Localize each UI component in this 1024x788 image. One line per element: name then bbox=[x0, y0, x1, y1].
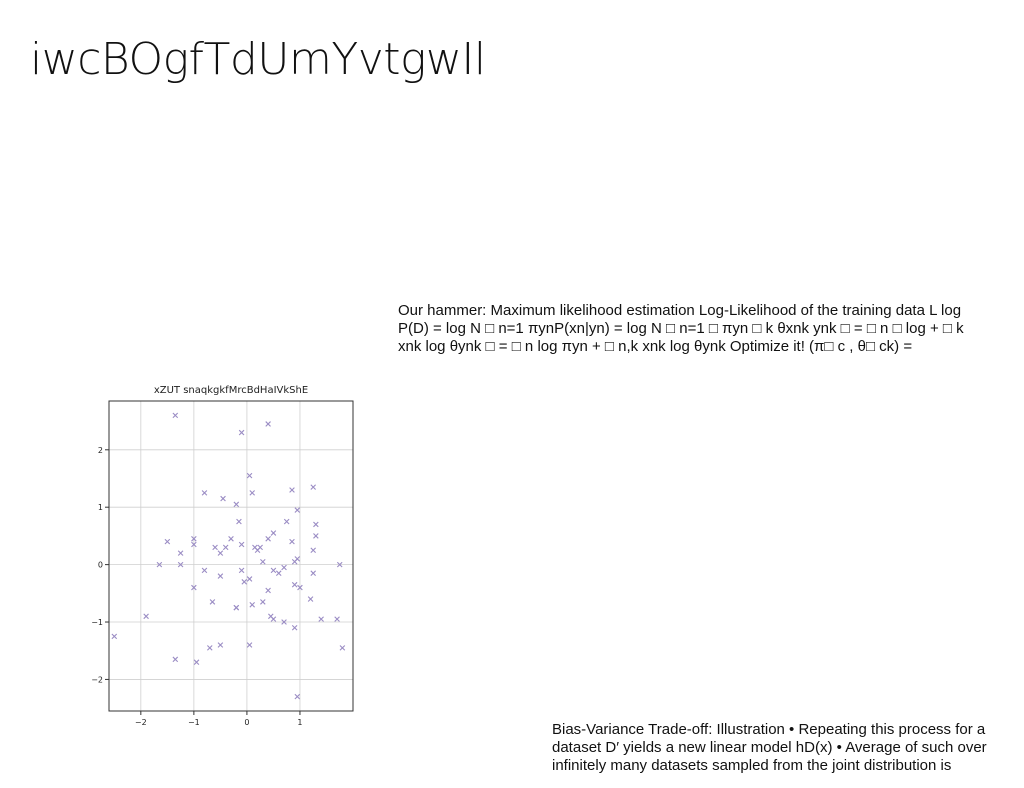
data-point bbox=[222, 544, 229, 551]
data-point bbox=[310, 570, 317, 577]
data-point bbox=[260, 558, 266, 565]
bias-variance-text: Bias-Variance Trade-off: Illustration • … bbox=[552, 721, 987, 774]
axis-ticks: −2 −1 0 1 −2 −1 0 1 2 bbox=[91, 446, 302, 727]
data-point bbox=[281, 619, 287, 625]
data-point bbox=[270, 567, 277, 574]
data-point bbox=[246, 576, 253, 582]
data-point bbox=[191, 535, 197, 542]
data-point bbox=[291, 624, 298, 631]
data-point bbox=[209, 599, 216, 605]
data-point bbox=[217, 642, 224, 648]
data-point bbox=[297, 584, 303, 591]
data-point bbox=[201, 567, 208, 574]
y-tick-label: −1 bbox=[91, 618, 103, 627]
data-points bbox=[111, 412, 346, 700]
data-point bbox=[313, 521, 319, 528]
data-point bbox=[201, 490, 208, 496]
x-tick-label: −1 bbox=[188, 718, 200, 727]
data-point bbox=[307, 596, 314, 602]
y-tick-label: −2 bbox=[91, 675, 103, 684]
data-point bbox=[217, 550, 224, 556]
scatter-plot: xZUT snaqkgkfMrcBdHaIVkShE −2 −1 0 1 −2 −1 0 1 2 bbox=[80, 378, 370, 734]
data-point bbox=[238, 541, 245, 548]
data-point bbox=[233, 604, 240, 611]
data-point bbox=[339, 645, 346, 651]
x-tick-label: 0 bbox=[244, 718, 249, 727]
data-point bbox=[294, 693, 301, 700]
data-point bbox=[291, 558, 298, 565]
data-point bbox=[275, 570, 282, 577]
data-point bbox=[249, 602, 256, 608]
likelihood-text: Our hammer: Maximum likelihood estimatio… bbox=[398, 302, 964, 355]
y-tick-label: 0 bbox=[98, 561, 103, 570]
scatter-plot-svg: xZUT snaqkgkfMrcBdHaIVkShE −2 −1 0 1 −2 −1 0 1 2 bbox=[91, 385, 354, 727]
data-point bbox=[289, 538, 295, 545]
data-point bbox=[241, 579, 248, 585]
y-tick-label: 1 bbox=[98, 503, 103, 512]
data-point bbox=[212, 544, 218, 551]
data-point bbox=[260, 599, 266, 605]
data-point bbox=[228, 535, 234, 542]
x-tick-label: −2 bbox=[135, 718, 147, 727]
data-point bbox=[270, 530, 277, 536]
data-point bbox=[191, 584, 197, 591]
chart-title: xZUT snaqkgkfMrcBdHaIVkShE bbox=[154, 385, 308, 396]
data-point bbox=[257, 544, 263, 551]
data-point bbox=[336, 561, 343, 568]
data-point bbox=[265, 535, 271, 542]
data-point bbox=[220, 495, 226, 502]
data-point bbox=[236, 518, 242, 525]
data-point bbox=[283, 518, 290, 525]
data-point bbox=[313, 533, 319, 539]
data-point bbox=[238, 567, 245, 574]
data-point bbox=[318, 616, 324, 622]
data-point bbox=[172, 656, 179, 663]
data-point bbox=[265, 421, 271, 427]
data-point bbox=[206, 645, 213, 651]
data-point bbox=[177, 561, 184, 568]
data-point bbox=[156, 561, 163, 568]
data-point bbox=[246, 642, 253, 648]
data-point bbox=[217, 573, 224, 579]
plot-frame bbox=[108, 400, 354, 712]
data-point bbox=[193, 659, 200, 665]
data-point bbox=[111, 633, 118, 640]
data-point bbox=[294, 507, 301, 513]
data-point bbox=[164, 538, 171, 545]
data-point bbox=[238, 429, 245, 436]
data-point bbox=[246, 472, 253, 479]
data-point bbox=[177, 550, 184, 556]
grid-lines bbox=[109, 401, 353, 711]
data-point bbox=[233, 501, 240, 508]
data-point bbox=[289, 487, 295, 493]
data-point bbox=[310, 484, 317, 490]
slide-title: iwcBOgfTdUmYvtgwIl bbox=[30, 34, 486, 85]
data-point bbox=[191, 541, 197, 548]
data-point bbox=[310, 547, 317, 554]
data-point bbox=[249, 490, 256, 496]
data-point bbox=[291, 581, 298, 588]
data-point bbox=[270, 616, 277, 622]
data-point bbox=[265, 587, 271, 594]
data-point bbox=[172, 412, 179, 419]
y-tick-label: 2 bbox=[98, 446, 103, 455]
data-point bbox=[143, 613, 149, 620]
data-point bbox=[281, 564, 287, 571]
data-point bbox=[334, 616, 340, 622]
x-tick-label: 1 bbox=[297, 718, 302, 727]
